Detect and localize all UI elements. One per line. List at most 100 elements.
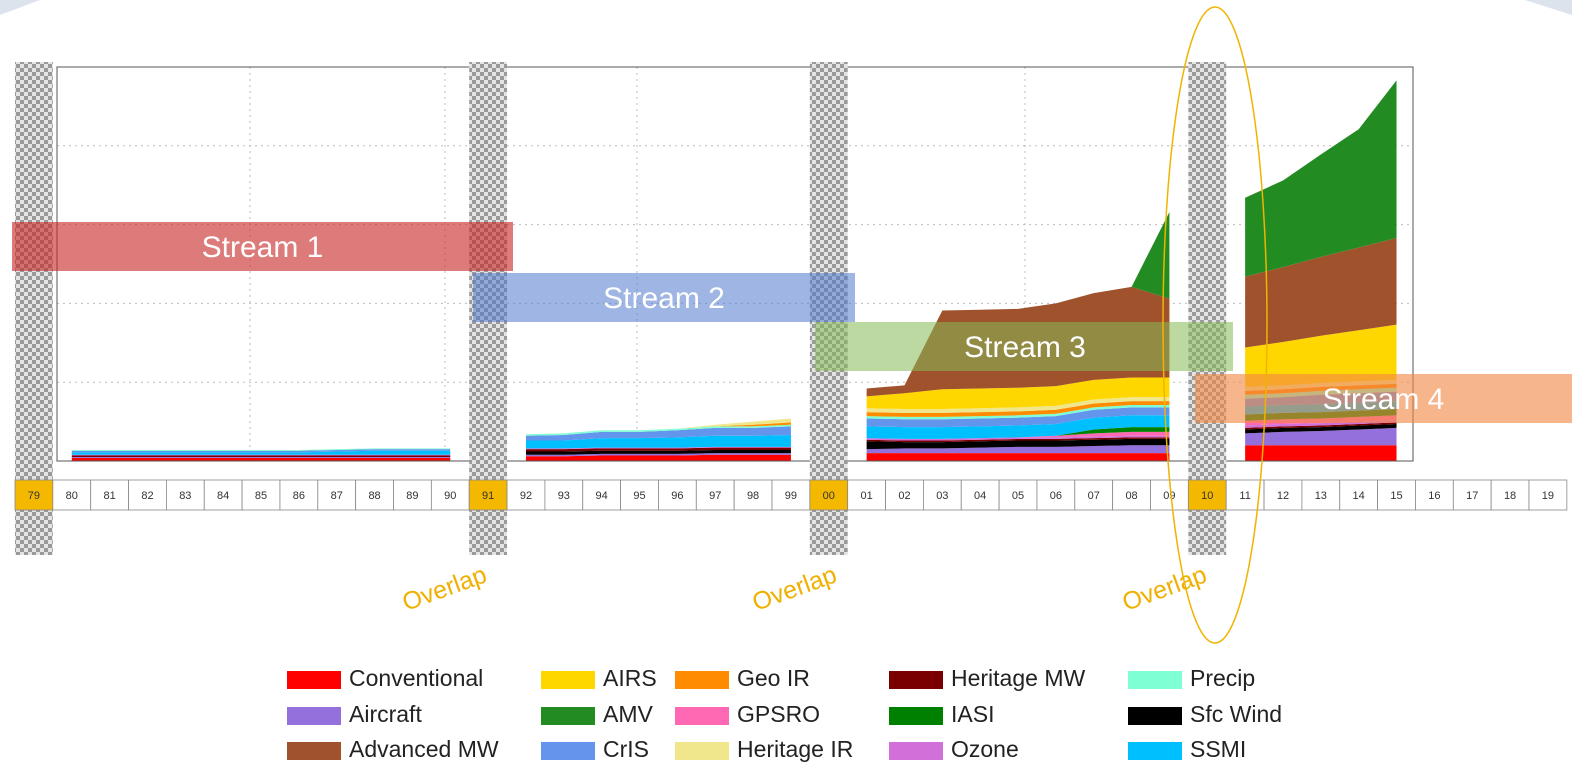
year-cell — [658, 479, 697, 511]
x-tick-label: 07 — [1088, 490, 1100, 502]
year-cell — [1490, 479, 1530, 511]
corner-arrow — [1525, 0, 1572, 15]
stream-label: Stream 2 — [603, 282, 725, 315]
legend-label: IASI — [951, 701, 994, 727]
x-tick-label: 79 — [28, 490, 40, 502]
x-tick-label: 82 — [141, 490, 153, 502]
year-cell — [1528, 479, 1568, 511]
x-tick-label: 02 — [898, 490, 910, 502]
x-tick-label: 00 — [823, 490, 835, 502]
year-cell — [317, 479, 357, 511]
x-tick-label: 18 — [1504, 490, 1516, 502]
legend-swatch — [541, 742, 595, 760]
legend-label: Advanced MW — [349, 736, 499, 762]
x-tick-label: 86 — [293, 490, 305, 502]
legend-swatch — [889, 742, 943, 760]
x-tick-label: 92 — [520, 490, 532, 502]
legend-label: Precip — [1190, 665, 1255, 691]
year-cell — [733, 479, 773, 511]
x-tick-label: 19 — [1542, 490, 1554, 502]
x-tick-label: 06 — [1050, 490, 1062, 502]
legend-swatch — [287, 707, 341, 725]
x-tick-label: 87 — [331, 490, 343, 502]
legend-swatch — [889, 707, 943, 725]
area-series — [71, 427, 1397, 458]
x-tick-label: 13 — [1315, 490, 1327, 502]
overlap-column — [15, 62, 53, 555]
legend-label: Aircraft — [349, 701, 422, 727]
year-cell — [128, 479, 167, 511]
legend-swatch — [675, 742, 729, 760]
year-cell — [1301, 479, 1341, 511]
legend-label: AMV — [603, 701, 654, 727]
x-tick-label: 95 — [633, 490, 645, 502]
year-cell — [1112, 479, 1151, 511]
legend-label: Ozone — [951, 736, 1019, 762]
year-cell — [1377, 479, 1416, 511]
year-cell — [241, 479, 281, 511]
x-tick-label: 10 — [1201, 490, 1213, 502]
legend-label: AIRS — [603, 665, 657, 691]
legend-label: Geo IR — [737, 665, 810, 691]
legend-swatch — [1128, 707, 1182, 725]
year-cell — [1415, 479, 1454, 511]
overlap-label: Overlap — [1119, 561, 1211, 617]
year-cell — [960, 479, 1000, 511]
x-tick-label: 89 — [406, 490, 418, 502]
x-tick-label: 90 — [444, 490, 456, 502]
x-tick-label: 91 — [482, 490, 494, 502]
year-cell — [1074, 479, 1114, 511]
area-series — [71, 324, 1397, 450]
year-cell — [468, 479, 508, 511]
overlap-column — [1188, 62, 1227, 555]
legend-swatch — [287, 742, 341, 760]
overlap-label: Overlap — [749, 561, 841, 617]
x-tick-label: 15 — [1390, 490, 1402, 502]
legend-swatch — [1128, 742, 1182, 760]
year-cell — [393, 479, 432, 511]
year-cell — [885, 479, 924, 511]
stream-label: Stream 4 — [1323, 383, 1445, 416]
year-cell — [90, 479, 129, 511]
x-tick-label: 83 — [179, 490, 191, 502]
stream-label: Stream 3 — [964, 331, 1086, 364]
area-series — [71, 445, 1397, 461]
x-tick-label: 17 — [1466, 490, 1478, 502]
year-cell — [582, 479, 621, 511]
year-cell — [809, 479, 849, 511]
legend-swatch — [541, 707, 595, 725]
legend-swatch — [541, 671, 595, 689]
x-tick-label: 97 — [709, 490, 721, 502]
stream-label: Stream 1 — [202, 231, 324, 264]
legend-label: SSMI — [1190, 736, 1246, 762]
stream-band — [1195, 374, 1572, 423]
x-tick-label: 81 — [104, 490, 116, 502]
x-tick-label: 11 — [1239, 490, 1250, 502]
area-series — [71, 408, 1397, 455]
legend-swatch — [675, 707, 729, 725]
x-tick-label: 80 — [66, 490, 78, 502]
x-tick-label: 94 — [596, 490, 608, 502]
overlap-ellipse — [1162, 6, 1268, 644]
x-tick-label: 09 — [1163, 490, 1175, 502]
x-tick-label: 93 — [558, 490, 570, 502]
x-tick-label: 01 — [861, 490, 873, 502]
legend-swatch — [1128, 671, 1182, 689]
x-tick-label: 03 — [936, 490, 948, 502]
x-tick-label: 12 — [1277, 490, 1289, 502]
year-cell — [620, 479, 659, 511]
x-tick-label: 05 — [1012, 490, 1024, 502]
legend-label: Heritage IR — [737, 736, 853, 762]
x-tick-label: 99 — [785, 490, 797, 502]
year-cell — [1187, 479, 1227, 511]
x-tick-label: 16 — [1428, 490, 1440, 502]
year-cell — [165, 479, 205, 511]
year-cell — [506, 479, 546, 511]
year-cell — [430, 479, 470, 511]
corner-arrow — [0, 0, 40, 15]
x-tick-label: 88 — [368, 490, 380, 502]
year-cell — [14, 479, 54, 511]
overlap-label: Overlap — [399, 561, 491, 617]
